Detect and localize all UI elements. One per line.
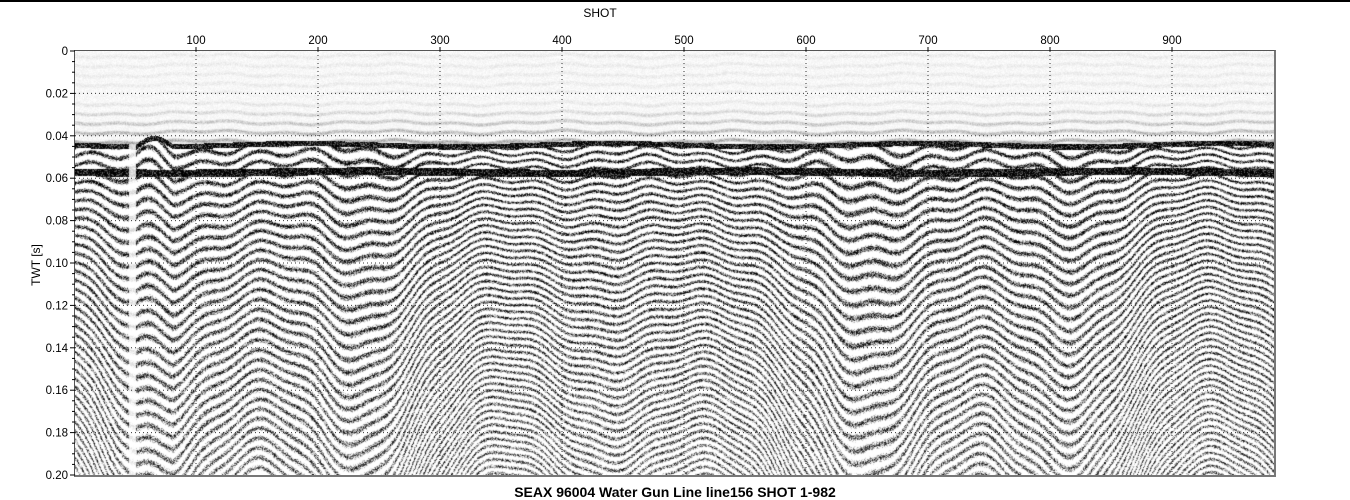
top-border xyxy=(0,0,1350,2)
y-tick-label: 0.14 xyxy=(46,343,69,355)
x-tick-label: 900 xyxy=(1162,35,1181,47)
y-tick-label: 0.18 xyxy=(46,428,68,440)
seismic-section xyxy=(75,51,1274,475)
x-tick-label: 100 xyxy=(186,35,205,47)
y-tick-label: 0.12 xyxy=(46,300,68,312)
x-tick-label: 500 xyxy=(674,35,693,47)
y-tick-label: 0.08 xyxy=(46,216,68,228)
y-tick-label: 0.04 xyxy=(46,131,69,143)
x-tick-label: 400 xyxy=(552,35,571,47)
y-tick-label: 0.10 xyxy=(46,258,68,270)
y-tick-label: 0.16 xyxy=(46,385,68,397)
x-axis-label: SHOT xyxy=(583,6,617,20)
x-tick-label: 800 xyxy=(1040,35,1059,47)
y-tick-label: 0 xyxy=(62,46,68,58)
x-tick-label: 700 xyxy=(918,35,937,47)
seismic-image xyxy=(75,51,1274,475)
y-tick-label: 0.02 xyxy=(46,88,68,100)
x-tick-label: 200 xyxy=(308,35,327,47)
y-tick-label: 0.06 xyxy=(46,173,68,185)
x-tick-label: 600 xyxy=(796,35,815,47)
y-tick-label: 0.20 xyxy=(46,470,68,482)
chart-title: SEAX 96004 Water Gun Line line156 SHOT 1… xyxy=(514,484,836,500)
x-tick-label: 300 xyxy=(430,35,449,47)
